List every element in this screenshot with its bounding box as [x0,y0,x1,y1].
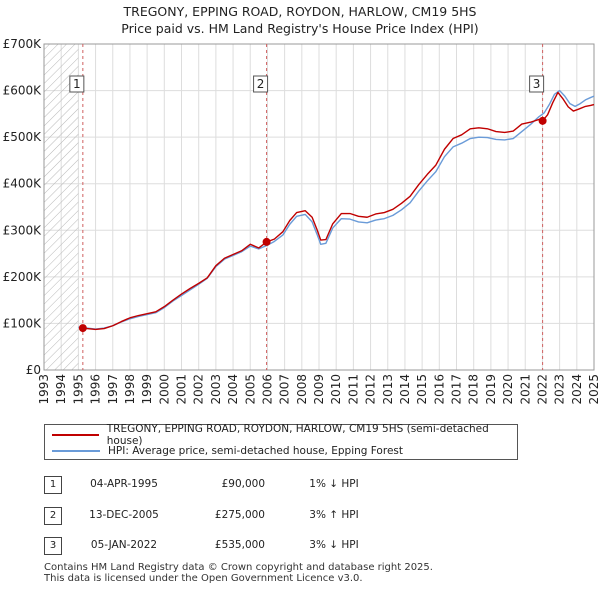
legend: TREGONY, EPPING ROAD, ROYDON, HARLOW, CM… [44,423,518,460]
x-tick-label: 2003 [209,374,223,405]
x-tick-label: 2018 [467,374,481,405]
legend-swatch-property [52,434,99,436]
sale-number-badge: 2 [44,507,62,525]
sale-price: £275,000 [214,509,265,521]
sale-number-label: 2 [257,77,265,91]
x-tick-label: 2007 [278,374,292,405]
sale-price: £535,000 [214,539,265,551]
x-tick-label: 1995 [71,374,85,405]
footer-copyright: Contains HM Land Registry data © Crown c… [44,562,433,573]
sale-date: 04-APR-1995 [90,478,158,490]
sale-point [78,324,87,333]
x-tick-label: 2017 [450,374,464,405]
x-tick-label: 2015 [415,374,429,405]
x-tick-label: 2006 [260,374,274,405]
x-tick-label: 2021 [518,374,532,405]
x-tick-label: 2009 [312,374,326,405]
x-tick-label: 2000 [157,374,171,405]
sale-hpi-diff: 3% ↑ HPI [309,509,359,521]
x-tick-label: 2024 [570,374,584,405]
x-tick-label: 2013 [381,374,395,405]
y-tick-label: £500K [3,130,43,144]
plot-area-border [43,43,595,371]
sale-date: 13-DEC-2005 [89,509,159,521]
legend-label-hpi: HPI: Average price, semi-detached house,… [108,445,403,457]
x-tick-label: 2019 [484,374,498,405]
y-tick-label: £0 [26,363,41,377]
x-tick-label: 1994 [54,374,68,405]
x-tick-label: 2016 [432,374,446,405]
sale-number-box [69,75,85,93]
x-tick-label: 2002 [192,374,206,405]
y-tick-label: £300K [3,223,43,237]
x-tick-label: 2025 [587,374,600,405]
sale-row: 1 04-APR-1995 £90,000 1% ↓ HPI [44,476,404,494]
x-tick-label: 2022 [535,374,549,405]
x-tick-label: 2020 [501,374,515,405]
y-tick-label: £400K [3,177,43,191]
chart-title-line-2: Price paid vs. HM Land Registry's House … [121,21,479,36]
x-tick-label: 2005 [243,374,257,405]
chart-title-line-1: TREGONY, EPPING ROAD, ROYDON, HARLOW, CM… [123,4,477,19]
legend-swatch-hpi [52,450,100,452]
sale-number-label: 3 [533,77,541,91]
x-tick-label: 2008 [295,374,309,405]
x-tick-label: 2014 [398,374,412,405]
sale-number-badge: 3 [44,537,62,555]
x-tick-label: 1993 [37,374,51,405]
sale-number-box [253,75,269,93]
footer: Contains HM Land Registry data © Crown c… [44,562,433,584]
sale-row: 3 05-JAN-2022 £535,000 3% ↓ HPI [44,537,404,555]
sale-number-label: 1 [73,77,81,91]
no-data-hatch-region [44,44,79,370]
sale-number-badge: 1 [44,476,62,494]
sale-hpi-diff: 1% ↓ HPI [309,478,359,490]
x-tick-label: 2012 [364,374,378,405]
x-tick-label: 2023 [553,374,567,405]
sale-hpi-diff: 3% ↓ HPI [309,539,359,551]
sale-point [262,237,271,246]
y-tick-label: £600K [3,84,43,98]
x-tick-label: 1999 [140,374,154,405]
sale-price: £90,000 [221,478,265,490]
sale-date: 05-JAN-2022 [90,539,158,551]
y-tick-label: £100K [3,316,43,330]
y-tick-label: £700K [3,37,43,51]
chart-title: TREGONY, EPPING ROAD, ROYDON, HARLOW, CM… [0,3,600,37]
sale-number-box [529,75,545,93]
x-tick-label: 1997 [106,374,120,405]
y-tick-label: £200K [3,270,43,284]
x-tick-label: 2004 [226,374,240,405]
sale-point [538,116,547,125]
x-tick-label: 1996 [89,374,103,405]
property-price-line [82,91,595,331]
legend-label-property: TREGONY, EPPING ROAD, ROYDON, HARLOW, CM… [106,423,489,447]
legend-item-hpi: HPI: Average price, semi-detached house,… [45,443,403,459]
sale-row: 2 13-DEC-2005 £275,000 3% ↑ HPI [44,507,404,525]
x-tick-label: 2011 [346,374,360,405]
x-tick-label: 2010 [329,374,343,405]
footer-licence: This data is licensed under the Open Gov… [44,573,363,584]
x-tick-label: 2001 [175,374,189,405]
x-tick-label: 1998 [123,374,137,405]
hpi-line [78,89,595,330]
legend-item-property: TREGONY, EPPING ROAD, ROYDON, HARLOW, CM… [45,423,517,447]
